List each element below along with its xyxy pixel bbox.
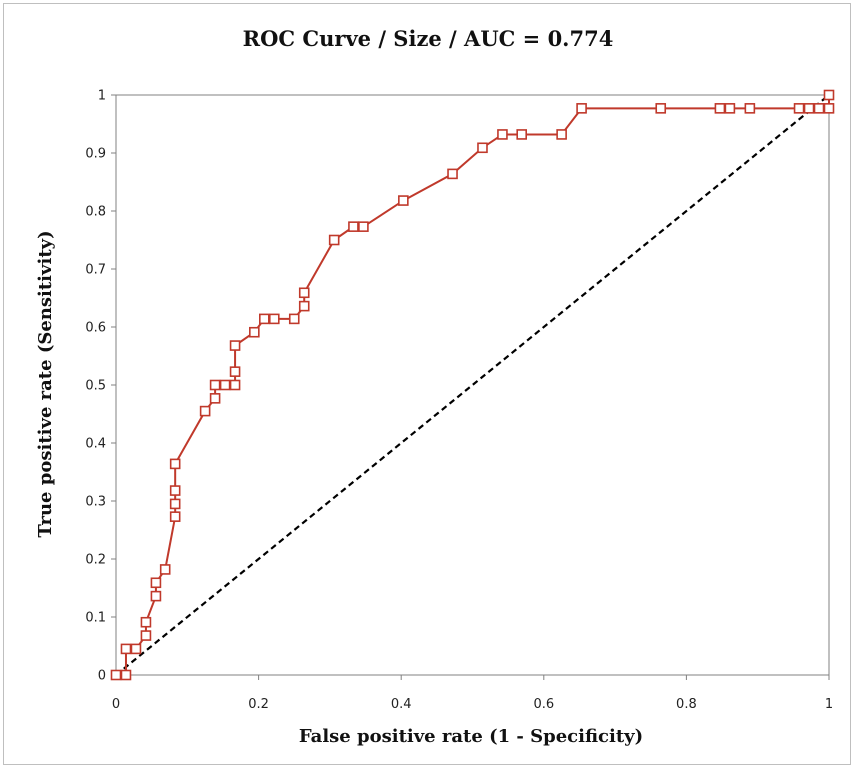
y-tick-label: 0.6 xyxy=(85,321,106,336)
roc-point xyxy=(209,379,221,391)
x-tick-label: 0.8 xyxy=(676,697,697,712)
y-tick-label: 0.8 xyxy=(85,205,106,220)
roc-point xyxy=(497,129,508,140)
y-tick-label: 0.9 xyxy=(85,147,106,162)
roc-point xyxy=(150,577,162,589)
y-tick-labels: 0 0.1 0.2 0.3 0.4 0.5 0.6 0.7 0.8 0.9 1 xyxy=(85,89,116,684)
y-tick-label: 0.3 xyxy=(85,495,106,510)
roc-point xyxy=(358,221,369,232)
roc-point xyxy=(120,643,132,655)
roc-point xyxy=(229,340,241,351)
x-tick-label: 0.6 xyxy=(533,697,554,712)
roc-point xyxy=(268,313,280,325)
roc-point xyxy=(159,564,171,575)
y-tick-label: 0.5 xyxy=(85,379,106,394)
roc-point xyxy=(229,366,241,377)
y-tick-label: 0.1 xyxy=(85,611,106,626)
roc-point xyxy=(140,630,152,641)
chance-line xyxy=(115,94,830,676)
y-tick-label: 0 xyxy=(98,669,106,684)
roc-point xyxy=(714,103,726,114)
roc-point xyxy=(803,103,815,114)
roc-point xyxy=(813,103,825,114)
roc-point xyxy=(169,511,181,522)
roc-point xyxy=(447,168,458,180)
x-axis-label: False positive rate (1 - Specificity) xyxy=(298,726,644,747)
roc-point xyxy=(556,129,567,140)
roc-point xyxy=(516,129,527,140)
roc-point xyxy=(169,498,181,510)
roc-point xyxy=(298,300,310,312)
roc-point xyxy=(724,103,736,114)
roc-point xyxy=(199,405,211,417)
roc-point xyxy=(110,669,122,681)
roc-point xyxy=(219,379,231,391)
roc-point xyxy=(140,616,152,628)
x-tick-labels: 0 0.2 0.4 0.6 0.8 1 xyxy=(112,675,833,712)
roc-point xyxy=(576,103,587,114)
roc-point xyxy=(259,313,270,325)
roc-point xyxy=(398,195,409,206)
chance-diagonal-line xyxy=(115,94,830,676)
chart-title: ROC Curve / Size / AUC = 0.774 xyxy=(242,26,614,51)
roc-point xyxy=(744,103,756,114)
y-axis-label: True positive rate (Sensitivity) xyxy=(35,230,56,538)
x-tick-label: 0.2 xyxy=(248,697,269,712)
roc-point xyxy=(229,379,241,391)
roc-point xyxy=(655,103,667,114)
roc-point xyxy=(120,669,132,681)
roc-point xyxy=(169,458,181,470)
roc-point xyxy=(130,643,142,655)
roc-point xyxy=(823,89,835,101)
x-tick-label: 0.4 xyxy=(391,697,412,712)
roc-point xyxy=(249,326,260,338)
roc-point xyxy=(288,313,300,325)
roc-point xyxy=(823,103,835,114)
roc-point xyxy=(477,142,488,154)
y-tick-label: 0.7 xyxy=(85,263,106,278)
roc-point xyxy=(298,287,310,299)
x-tick-label: 1 xyxy=(825,697,833,712)
y-tick-label: 0.2 xyxy=(85,553,106,568)
roc-point xyxy=(150,590,162,602)
roc-markers xyxy=(110,89,835,681)
roc-point xyxy=(328,234,340,246)
roc-point xyxy=(793,103,805,114)
roc-point xyxy=(169,485,181,496)
y-tick-label: 1 xyxy=(98,89,106,104)
roc-point xyxy=(348,221,359,232)
roc-point xyxy=(209,393,221,404)
y-tick-label: 0.4 xyxy=(85,437,106,452)
x-tick-label: 0 xyxy=(112,697,120,712)
